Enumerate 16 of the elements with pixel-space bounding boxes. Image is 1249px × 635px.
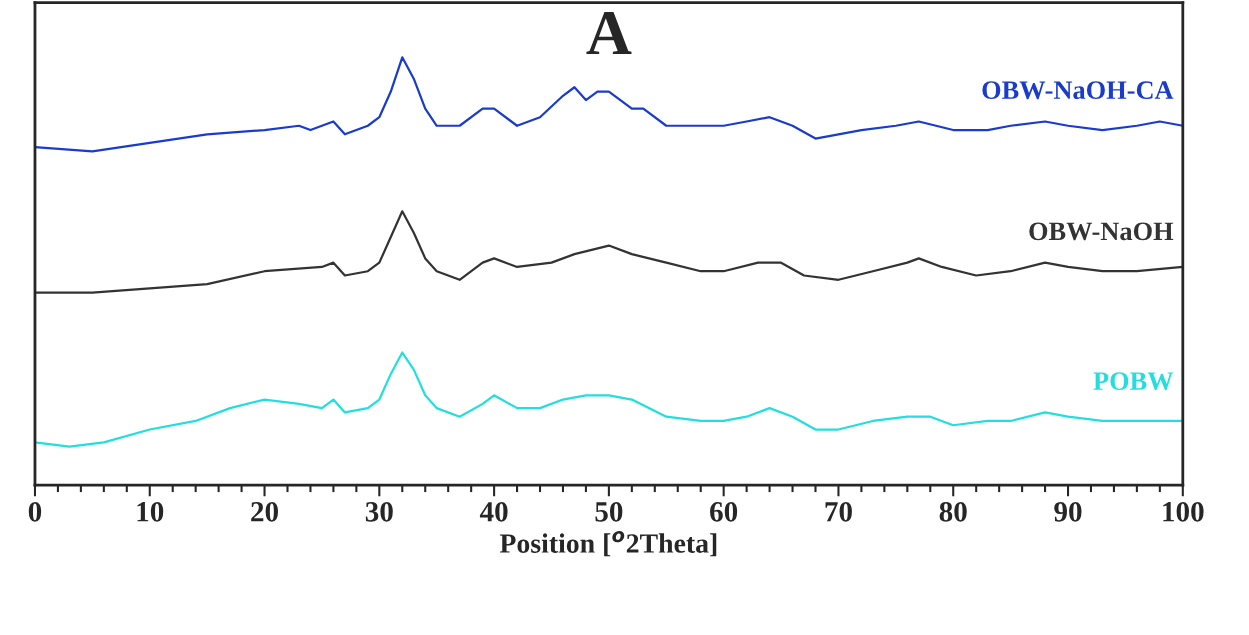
x-tick-label: 50: [595, 501, 623, 522]
x-tick-label: 60: [710, 501, 738, 522]
x-tick-label: 30: [365, 501, 393, 522]
chart-title: A: [586, 11, 632, 55]
series-label: POBW: [1093, 372, 1174, 391]
x-tick-label: 10: [137, 501, 164, 522]
x-tick-label: 0: [28, 501, 42, 522]
x-tick-label: 100: [1163, 501, 1204, 522]
x-tick-label: 70: [825, 501, 852, 522]
x-axis-title: Position [$^{o}$2Theta]: [499, 531, 717, 557]
x-tick-label: 20: [251, 501, 279, 522]
x-tick-label: 80: [939, 501, 967, 522]
series-label: OBW-NaOH-CA: [982, 81, 1174, 100]
series-label: OBW-NaOH: [1029, 222, 1174, 241]
x-tick-label: 90: [1054, 501, 1082, 522]
x-tick-label: 40: [479, 501, 508, 522]
